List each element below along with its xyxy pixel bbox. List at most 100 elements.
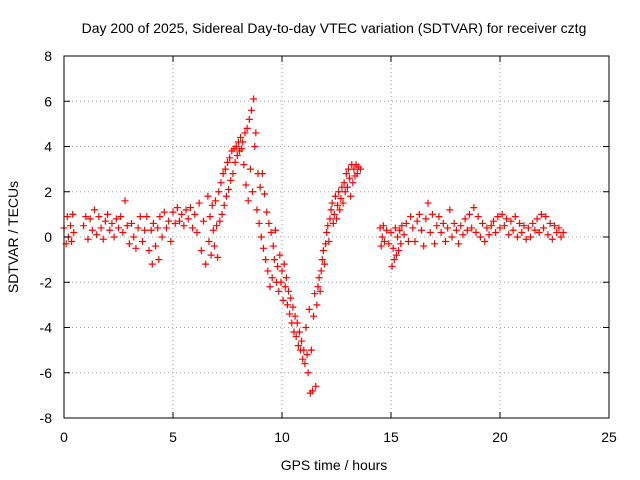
data-point — [285, 287, 293, 295]
data-point — [243, 124, 251, 132]
data-point — [444, 224, 452, 232]
data-point — [455, 240, 463, 248]
data-point — [310, 312, 318, 320]
data-point — [256, 183, 264, 191]
data-point — [459, 231, 467, 239]
data-point — [293, 319, 301, 327]
data-point — [485, 231, 493, 239]
data-point — [557, 233, 565, 241]
data-point — [95, 213, 103, 221]
data-point — [91, 206, 99, 214]
data-point — [184, 215, 192, 223]
data-point — [218, 210, 226, 218]
data-point — [334, 201, 342, 209]
data-point — [339, 199, 347, 207]
data-point — [220, 201, 228, 209]
data-point — [520, 222, 528, 230]
data-point — [424, 199, 432, 207]
data-point — [156, 213, 164, 221]
data-point — [202, 260, 210, 268]
data-point — [286, 310, 294, 318]
data-point — [302, 324, 310, 331]
data-point — [191, 210, 199, 218]
data-point — [289, 303, 297, 311]
data-point — [291, 312, 299, 320]
data-point — [99, 235, 107, 243]
data-point — [546, 219, 554, 227]
data-point — [257, 233, 265, 241]
data-point — [229, 170, 237, 178]
data-point — [208, 201, 216, 209]
data-point — [136, 213, 144, 221]
data-point — [548, 235, 556, 243]
data-point — [160, 208, 168, 216]
data-point — [180, 222, 188, 230]
data-point — [465, 210, 473, 218]
y-tick-label: 0 — [44, 229, 52, 245]
data-point — [524, 224, 532, 232]
data-point — [535, 228, 543, 236]
data-point — [143, 213, 151, 221]
y-tick-label: 2 — [44, 184, 52, 200]
y-axis-label: SDTVAR / TECUs — [5, 181, 21, 293]
data-point — [80, 222, 88, 230]
data-point — [333, 215, 340, 223]
data-point — [314, 283, 322, 291]
data-point — [336, 206, 344, 214]
data-point — [252, 129, 260, 137]
data-point — [253, 206, 261, 214]
data-point — [134, 224, 142, 232]
data-point — [407, 213, 415, 221]
data-point — [323, 228, 331, 236]
data-point — [186, 204, 194, 212]
data-point — [264, 267, 272, 275]
data-point — [209, 226, 217, 234]
data-point — [472, 228, 480, 236]
data-point — [250, 95, 258, 103]
data-point — [544, 231, 552, 239]
data-point — [63, 213, 71, 221]
y-tick-label: 4 — [44, 139, 52, 155]
data-point — [207, 251, 215, 259]
data-point — [217, 179, 225, 187]
data-point — [292, 333, 300, 341]
data-point — [522, 235, 530, 243]
data-point — [328, 199, 336, 207]
data-point — [452, 226, 460, 234]
data-point — [511, 213, 519, 221]
data-point — [279, 296, 287, 304]
data-point — [277, 278, 285, 286]
data-point — [343, 183, 351, 191]
data-point — [426, 228, 434, 236]
y-tick-label: -8 — [40, 410, 53, 426]
y-tick-label: -6 — [40, 365, 53, 381]
data-point — [420, 242, 428, 250]
data-point — [316, 287, 324, 295]
data-point — [390, 256, 398, 264]
data-point — [241, 129, 249, 137]
data-point — [396, 226, 404, 234]
data-point — [540, 224, 548, 232]
data-point — [413, 217, 421, 225]
data-point — [479, 219, 487, 227]
data-point — [379, 222, 387, 230]
data-point — [123, 222, 131, 230]
data-point — [265, 219, 273, 227]
data-point — [147, 226, 155, 234]
data-point — [496, 224, 504, 232]
data-point — [197, 247, 205, 255]
data-point — [70, 228, 78, 236]
data-point — [305, 305, 313, 313]
data-point — [309, 387, 317, 395]
data-point — [280, 260, 288, 268]
data-point — [551, 222, 558, 230]
data-point — [82, 213, 90, 221]
data-point — [527, 233, 535, 241]
data-point — [93, 231, 101, 239]
data-point — [212, 197, 220, 205]
data-point — [155, 256, 163, 264]
data-point — [244, 197, 252, 205]
data-point — [117, 213, 125, 221]
